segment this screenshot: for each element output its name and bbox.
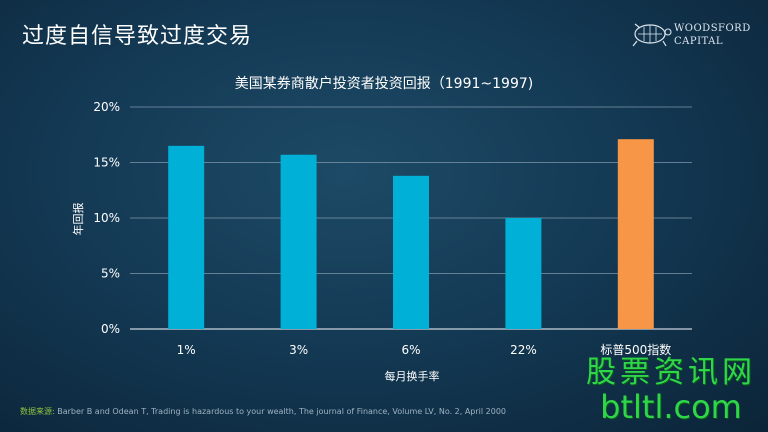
turtle-logo-icon (632, 23, 672, 47)
x-axis-label: 每月换手率 (385, 369, 440, 383)
bar (505, 218, 542, 329)
y-tick-label: 10% (93, 211, 120, 225)
source-text: Barber B and Odean T, Trading is hazardo… (54, 407, 507, 416)
company-logo: WOODSFORD CAPITAL (628, 20, 760, 50)
x-tick-label: 1% (177, 343, 196, 357)
x-tick-label: 22% (510, 343, 537, 357)
bar (280, 154, 317, 329)
bars (168, 139, 654, 329)
slide-title: 过度自信导致过度交易 (22, 24, 253, 49)
bar (168, 145, 205, 329)
y-tick-label: 5% (101, 267, 120, 281)
bar (617, 139, 654, 329)
x-tick-label: 6% (401, 343, 420, 357)
source-label: 数据来源: (20, 407, 55, 416)
x-tick-label: 3% (289, 343, 308, 357)
y-axis-label: 年回报 (71, 203, 85, 236)
chart-title: 美国某券商散户投资者投资回报（1991~1997) (234, 76, 534, 92)
y-tick-label: 0% (101, 322, 120, 336)
x-tick-label: 标普500指数 (600, 342, 671, 357)
bar (393, 175, 429, 329)
y-tick-label: 20% (93, 100, 120, 114)
logo-line-2: CAPITAL (674, 36, 724, 47)
watermark-cn: 股票资讯网 (586, 355, 756, 390)
source-note: 数据来源: Barber B and Odean T, Trading is h… (20, 406, 506, 417)
logo-line-1: WOODSFORD (674, 23, 751, 34)
tick-labels: 0% 5% 10% 15% 20% 1% 3% 6% 22% 标普500指数 (93, 100, 671, 357)
watermark-en: btltl.com (600, 388, 742, 426)
y-tick-label: 15% (93, 156, 120, 170)
watermark: 股票资讯网 btltl.com (586, 355, 756, 426)
